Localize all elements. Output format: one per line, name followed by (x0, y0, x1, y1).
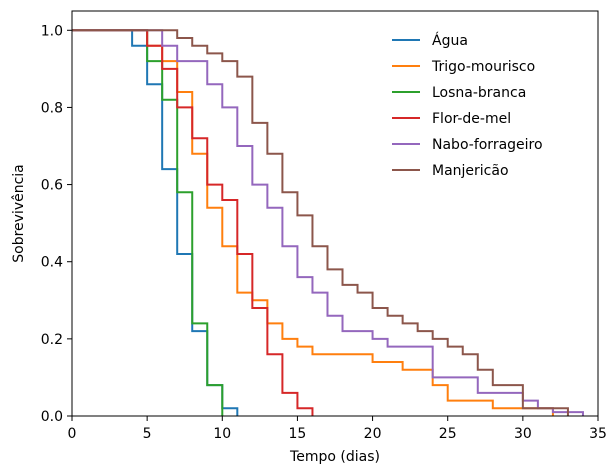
x-tick-label: 20 (364, 426, 382, 442)
plot-lines (72, 29, 584, 416)
y-axis-title: Sobrevivência (11, 164, 27, 263)
legend-label: Trigo-mourisco (431, 59, 535, 75)
legend: Água Trigo-mourisco Losna-branca Flor-de-me… (392, 32, 543, 179)
x-tick-label: 30 (514, 426, 532, 442)
y-axis-ticks: 0.0 0.2 0.4 0.6 0.8 1.0 (41, 23, 72, 425)
y-tick-label: 0.6 (41, 178, 63, 194)
x-tick-label: 0 (68, 426, 77, 442)
y-tick-label: 0.8 (41, 100, 63, 116)
legend-label: Losna-branca (432, 85, 526, 101)
legend-label: Flor-de-mel (432, 111, 511, 127)
legend-label: Água (432, 32, 468, 49)
y-tick-label: 0.0 (41, 409, 63, 425)
x-tick-label: 35 (589, 426, 607, 442)
series-line-2 (72, 29, 224, 416)
x-tick-label: 25 (439, 426, 457, 442)
x-tick-label: 5 (143, 426, 152, 442)
y-tick-label: 1.0 (41, 23, 63, 39)
x-axis-title: Tempo (dias) (289, 449, 380, 465)
plot-frame (71, 10, 599, 417)
y-tick-label: 0.2 (41, 332, 63, 348)
legend-label: Nabo-forrageiro (432, 137, 543, 153)
series-line-3 (72, 29, 314, 416)
y-tick-label: 0.4 (41, 255, 63, 271)
x-tick-label: 10 (213, 426, 231, 442)
x-tick-label: 15 (289, 426, 307, 442)
x-axis-ticks: 0 5 10 15 20 25 30 35 (68, 416, 607, 442)
legend-label: Manjericão (432, 163, 509, 179)
series-line-5 (72, 29, 569, 416)
